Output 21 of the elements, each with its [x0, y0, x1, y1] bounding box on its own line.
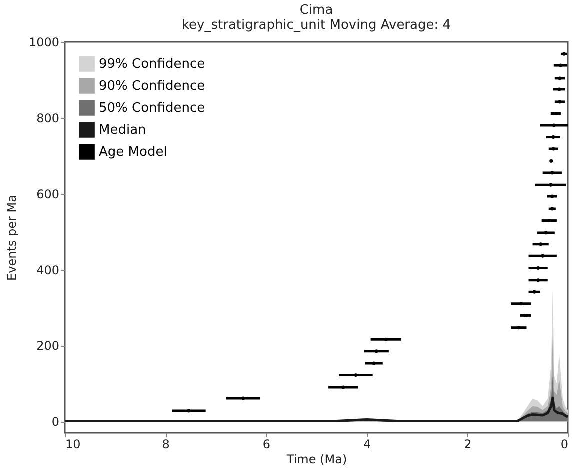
x-tick-label: 6 — [262, 438, 271, 452]
chart-subtitle: key_stratigraphic_unit Moving Average: 4 — [182, 18, 452, 33]
legend-label: Age Model — [99, 145, 168, 160]
x-tick-label: 2 — [464, 438, 472, 452]
y-tick-label: 200 — [36, 339, 60, 354]
y-tick-label: 400 — [36, 263, 60, 278]
y-tick-label: 1000 — [28, 36, 60, 50]
x-axis-title: Time (Ma) — [286, 452, 348, 466]
chart-title: Cima — [300, 3, 334, 18]
x-tick-label: 0 — [560, 438, 568, 452]
legend-label: Median — [99, 123, 146, 138]
y-tick-label: 0 — [52, 415, 60, 430]
x-tick-label: 8 — [162, 438, 170, 452]
x-tick-label: 10 — [66, 438, 81, 452]
y-tick-label: 600 — [36, 187, 60, 202]
legend-label: 90% Confidence — [99, 79, 206, 94]
y-tick-label: 800 — [36, 111, 60, 126]
legend-label: 99% Confidence — [99, 57, 206, 72]
x-tick-label: 4 — [363, 438, 372, 452]
legend-label: 50% Confidence — [99, 101, 206, 116]
y-axis-title: Events per Ma — [4, 195, 19, 281]
